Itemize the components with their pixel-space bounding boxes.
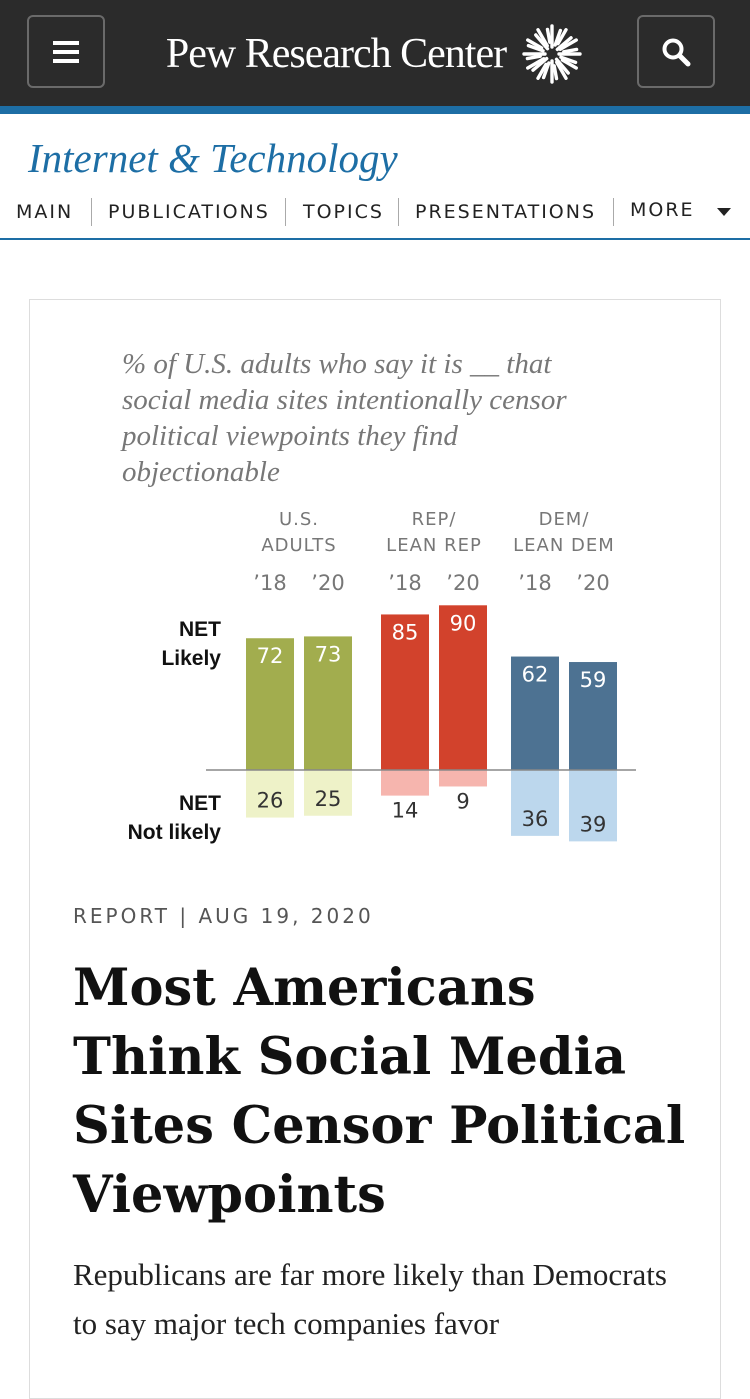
bar-likely <box>439 605 487 770</box>
nav-divider <box>91 198 92 226</box>
row-label-likely: NET <box>179 618 221 641</box>
sunburst-logo-icon <box>522 24 582 84</box>
nav-item-more[interactable]: MORE <box>630 199 695 221</box>
bar-likely-value: 85 <box>392 620 419 644</box>
bar-not-likely-value: 9 <box>456 789 469 813</box>
report-summary: Republicans are far more likely than Dem… <box>73 1257 667 1341</box>
nav-divider <box>285 198 286 226</box>
bar-likely <box>381 614 429 770</box>
chevron-down-icon[interactable] <box>717 208 731 217</box>
header-accent-stripe <box>0 106 750 114</box>
bar-not-likely <box>304 770 352 816</box>
report-meta: REPORT | AUG 19, 2020 <box>73 904 374 928</box>
chart-title-line: political viewpoints they find <box>120 420 458 452</box>
bar-likely-value: 59 <box>580 668 607 692</box>
group-label: LEAN REP <box>386 535 482 556</box>
chart-title-line: objectionable <box>122 456 280 488</box>
site-header: Pew Research Center <box>0 0 750 106</box>
bar-not-likely <box>246 770 294 818</box>
nav-item-topics[interactable]: TOPICS <box>303 201 384 223</box>
bar-not-likely <box>381 770 429 796</box>
group-label: LEAN DEM <box>513 535 615 556</box>
bar-likely-value: 72 <box>257 644 284 668</box>
bar-not-likely <box>569 770 617 842</box>
search-button[interactable] <box>637 15 715 88</box>
section-nav: MAIN PUBLICATIONS TOPICS PRESENTATIONS M… <box>0 196 750 240</box>
logo-text: Pew Research Center <box>165 31 507 77</box>
bar-not-likely-value: 39 <box>580 812 607 836</box>
group-label: U.S. <box>279 509 319 530</box>
nav-item-main[interactable]: MAIN <box>16 201 74 223</box>
hamburger-menu-icon <box>53 40 79 63</box>
bar-likely <box>304 636 352 770</box>
chart-title-line: social media sites intentionally censor <box>122 384 567 416</box>
nav-item-presentations[interactable]: PRESENTATIONS <box>415 201 597 223</box>
row-label-likely: Likely <box>161 647 221 670</box>
bar-likely <box>511 656 559 770</box>
bar-not-likely-value: 25 <box>315 787 342 811</box>
nav-item-publications[interactable]: PUBLICATIONS <box>108 201 270 223</box>
row-label-not-likely: Not likely <box>128 821 222 844</box>
group-label: ADULTS <box>261 535 336 556</box>
bar-not-likely-value: 26 <box>257 789 284 813</box>
year-label: ’18 <box>388 571 421 595</box>
bar-not-likely <box>439 770 487 787</box>
report-headline[interactable]: Most Americans Think Social Media Sites … <box>73 958 686 1225</box>
bar-not-likely <box>511 770 559 836</box>
bar-likely-value: 73 <box>315 642 342 666</box>
nav-divider <box>613 198 614 226</box>
group-label: DEM/ <box>539 509 590 530</box>
chart-title-line: % of U.S. adults who say it is __ that <box>122 348 552 380</box>
featured-chart: % of U.S. adults who say it is __ that so… <box>120 348 636 844</box>
bar-likely-value: 62 <box>522 663 549 687</box>
section-title[interactable]: Internet & Technology <box>28 135 398 181</box>
bar-not-likely-value: 14 <box>392 799 419 823</box>
menu-button[interactable] <box>27 15 105 88</box>
featured-report-card[interactable] <box>29 299 721 1399</box>
row-label-not-likely: NET <box>179 792 221 815</box>
bar-not-likely-value: 36 <box>522 807 549 831</box>
bar-likely <box>569 662 617 770</box>
search-icon <box>662 38 691 66</box>
year-label: ’20 <box>446 571 479 595</box>
year-label: ’18 <box>253 571 286 595</box>
bar-likely <box>246 638 294 770</box>
year-label: ’20 <box>311 571 344 595</box>
year-label: ’18 <box>518 571 551 595</box>
bar-likely-value: 90 <box>450 611 477 635</box>
site-logo[interactable]: Pew Research Center <box>0 24 750 84</box>
nav-divider <box>398 198 399 226</box>
year-label: ’20 <box>576 571 609 595</box>
group-label: REP/ <box>412 509 457 530</box>
